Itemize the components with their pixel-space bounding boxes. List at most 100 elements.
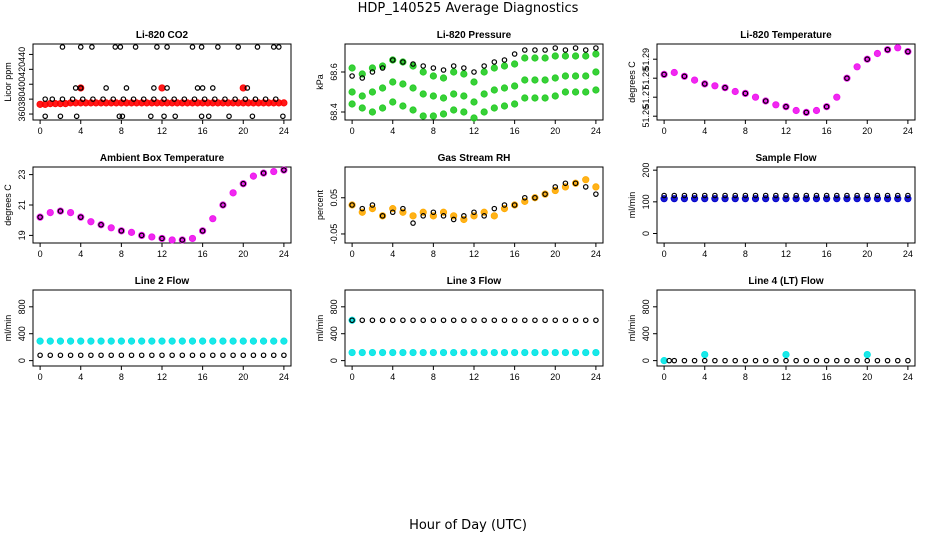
- y-axis-label: degrees C: [3, 184, 13, 226]
- data-point: [823, 103, 830, 110]
- data-point: [270, 167, 278, 176]
- data-point: [97, 337, 105, 345]
- data-point: [46, 337, 54, 345]
- data-point: [120, 96, 127, 102]
- data-point: [359, 317, 366, 324]
- data-point: [42, 96, 48, 102]
- data-point: [521, 94, 529, 102]
- data-point: [66, 337, 75, 345]
- data-point: [57, 113, 64, 120]
- data-point: [532, 194, 538, 201]
- data-point: [531, 94, 539, 102]
- data-point: [389, 78, 397, 86]
- data-point: [460, 70, 468, 78]
- data-point: [905, 357, 911, 364]
- data-point: [711, 82, 719, 90]
- data-point: [542, 47, 548, 53]
- data-point: [732, 357, 739, 364]
- data-point: [521, 194, 528, 201]
- data-point: [188, 337, 197, 345]
- data-point: [270, 337, 278, 345]
- data-point: [572, 317, 579, 324]
- data-point: [592, 50, 600, 58]
- data-point: [670, 68, 678, 77]
- data-point: [368, 348, 377, 357]
- data-point: [813, 357, 820, 364]
- panel-title: Sample Flow: [755, 153, 816, 164]
- series-2: [348, 68, 600, 106]
- data-point: [249, 113, 256, 120]
- data-point: [118, 228, 125, 234]
- x-tick-label: 4: [702, 249, 707, 259]
- data-point: [772, 101, 780, 109]
- data-point: [461, 317, 467, 324]
- data-point: [49, 96, 56, 102]
- data-point: [252, 96, 259, 102]
- data-point: [140, 96, 147, 102]
- data-point: [42, 113, 48, 120]
- x-tick-label: 20: [862, 249, 872, 259]
- data-point: [410, 317, 416, 324]
- data-point: [419, 90, 427, 98]
- data-point: [439, 348, 448, 357]
- panel-title: Line 4 (LT) Flow: [748, 276, 824, 287]
- data-point: [500, 102, 509, 110]
- data-point: [47, 352, 54, 359]
- data-point: [229, 337, 237, 345]
- data-point: [593, 45, 599, 51]
- page-title: HDP_140525 Average Diagnostics: [357, 1, 579, 16]
- y-tick-label: 19: [17, 230, 27, 240]
- series-2: [77, 84, 247, 92]
- x-tick-label: 8: [743, 372, 748, 382]
- data-point: [67, 352, 74, 359]
- data-point: [813, 192, 820, 199]
- x-tick-label: 16: [198, 372, 208, 382]
- data-point: [57, 352, 64, 359]
- data-point: [793, 192, 799, 199]
- data-point: [409, 212, 417, 220]
- y-axis-label: percent: [315, 189, 325, 220]
- data-point: [281, 352, 287, 359]
- data-point: [752, 192, 759, 199]
- x-tick-label: 8: [743, 249, 748, 259]
- data-point: [681, 357, 688, 364]
- y-tick-label: 68.6: [329, 63, 339, 81]
- data-point: [199, 228, 206, 234]
- data-point: [77, 352, 84, 359]
- data-point: [430, 65, 437, 71]
- data-point: [793, 357, 799, 364]
- x-tick-label: 0: [662, 126, 667, 136]
- y-tick-label: 800: [17, 299, 27, 314]
- x-tick-label: 12: [157, 249, 167, 259]
- x-tick-label: 12: [469, 249, 479, 259]
- data-point: [460, 348, 468, 357]
- data-point: [681, 192, 688, 199]
- data-point: [368, 88, 377, 96]
- data-point: [701, 350, 709, 359]
- y-axis-label: ml/min: [315, 315, 325, 342]
- data-point: [171, 96, 177, 102]
- data-point: [158, 84, 166, 92]
- data-point: [368, 108, 377, 116]
- data-point: [521, 348, 529, 357]
- data-point: [666, 357, 672, 364]
- y-axis-label: ml/min: [3, 315, 13, 342]
- data-point: [572, 45, 579, 51]
- data-point: [148, 113, 154, 120]
- y-tick-label: 100: [641, 194, 651, 209]
- data-point: [812, 106, 821, 115]
- data-point: [240, 352, 247, 359]
- data-point: [470, 98, 478, 106]
- data-point: [470, 114, 478, 122]
- series-2: [349, 180, 599, 226]
- data-point: [100, 96, 106, 102]
- data-point: [389, 209, 396, 216]
- data-point: [368, 64, 377, 72]
- data-point: [521, 54, 529, 62]
- data-point: [460, 92, 468, 100]
- y-axis-label: ml/min: [627, 192, 637, 219]
- data-point: [532, 317, 538, 324]
- data-point: [36, 337, 44, 345]
- data-point: [480, 108, 488, 116]
